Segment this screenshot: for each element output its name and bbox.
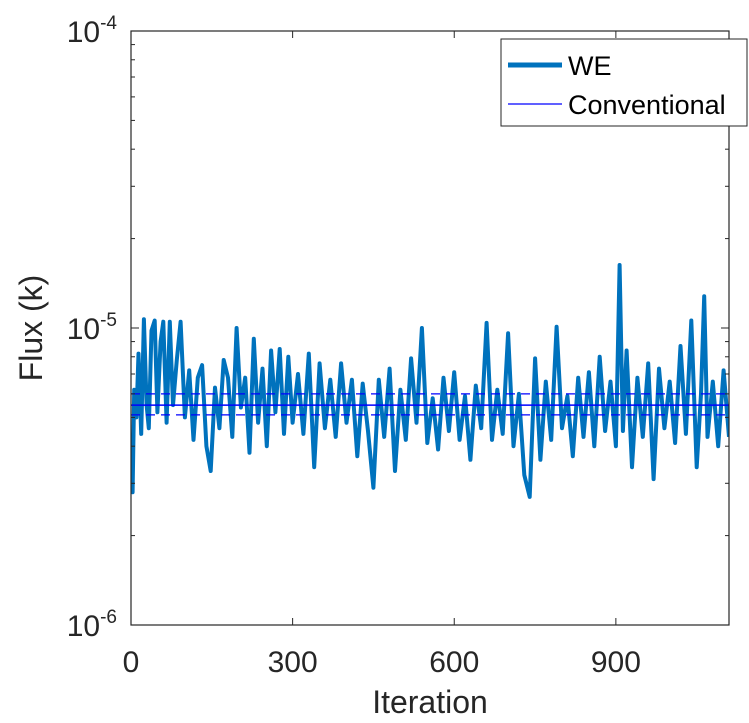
x-tick-label: 600 [429,646,479,679]
series-line-we [131,263,729,499]
x-tick-label: 300 [268,646,318,679]
legend-label-conventional: Conventional [568,90,726,120]
x-axis-title: Iteration [372,684,488,720]
legend-label-we: WE [568,51,612,81]
y-axis-title: Flux (k) [13,275,49,382]
y-tick-label: 10-6 [67,607,117,643]
series-group [131,263,729,499]
y-tick-label: 10-5 [67,310,117,346]
legend-box [500,38,748,127]
legend: WE Conventional [500,38,748,127]
plot-background [131,31,729,625]
x-tick-label: 0 [123,646,140,679]
y-tick-label: 10-4 [67,13,118,49]
series-layer [131,263,729,499]
x-tick-label: 900 [591,646,641,679]
ticks-layer: 0 300 600 900 10-6 10-5 10-4 [67,13,729,679]
